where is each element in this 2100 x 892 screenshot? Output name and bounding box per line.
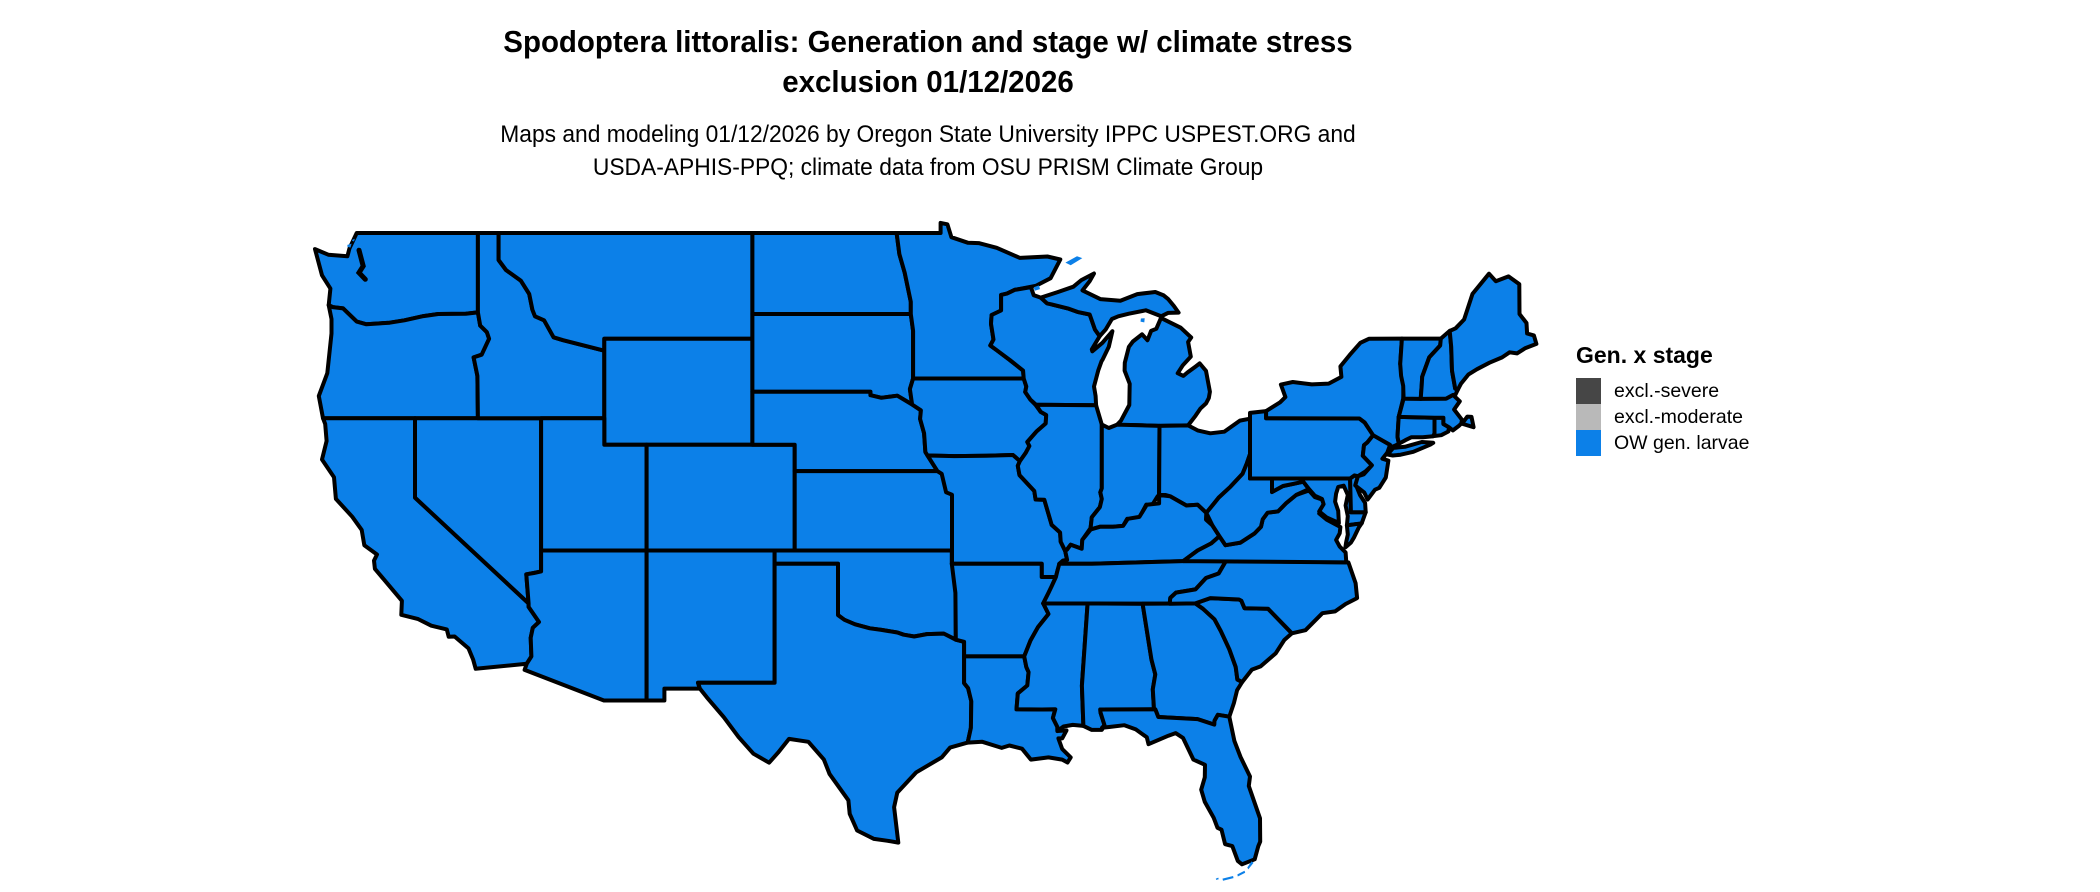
state-fl: [1098, 707, 1263, 867]
map-title-line2: exclusion 01/12/2026: [782, 64, 1074, 99]
legend: Gen. x stage excl.-severe excl.-moderate…: [1576, 342, 1749, 456]
state-ks: [792, 469, 954, 553]
state-nj: [1353, 433, 1393, 502]
legend-item-excl-moderate: excl.-moderate: [1576, 404, 1749, 430]
puget-sound-inlet: [355, 247, 368, 282]
state-pa: [1248, 409, 1376, 481]
state-or: [316, 303, 492, 421]
island-0: [1065, 256, 1083, 266]
state-co: [644, 442, 797, 553]
state-ml: [1115, 315, 1212, 428]
island-2: [1140, 318, 1145, 323]
map-subtitle-line1: Maps and modeling 01/12/2026 by Oregon S…: [500, 121, 1356, 148]
legend-swatch-excl-moderate: [1576, 404, 1601, 430]
island-3: [347, 243, 352, 248]
state-me: [1447, 271, 1539, 392]
state-wy: [602, 336, 755, 447]
island-8: [1215, 877, 1219, 880]
state-ma: [1396, 392, 1476, 433]
legend-item-excl-severe: excl.-severe: [1576, 378, 1749, 404]
state-tx: [696, 561, 974, 845]
island-5: [1247, 861, 1254, 870]
legend-label-ow-gen-larvae: OW gen. larvae: [1614, 431, 1750, 454]
map-subtitle: Maps and modeling 01/12/2026 by Oregon S…: [46, 118, 1809, 184]
state-nm: [644, 548, 777, 703]
state-ve: [1343, 521, 1364, 550]
map-subtitle-line2: USDA-APHIS-PPQ; climate data from OSU PR…: [592, 154, 1264, 181]
legend-swatch-excl-severe: [1576, 378, 1601, 404]
state-mu: [1038, 271, 1181, 339]
island-6: [1237, 870, 1246, 877]
legend-swatch-ow-gen-larvae: [1576, 430, 1601, 456]
map-title: Spodoptera littoralis: Generation and st…: [46, 22, 1809, 102]
legend-item-ow-gen-larvae: OW gen. larvae: [1576, 430, 1749, 456]
map-title-line1: Spodoptera littoralis: Generation and st…: [503, 24, 1353, 59]
island-1: [1033, 285, 1040, 291]
legend-label-excl-moderate: excl.-moderate: [1614, 405, 1743, 428]
state-az: [522, 548, 649, 703]
island-4: [352, 238, 355, 242]
state-ms: [1014, 601, 1090, 733]
state-nd: [750, 231, 913, 316]
state-li: [1385, 440, 1436, 458]
legend-title: Gen. x stage: [1576, 342, 1713, 368]
island-7: [1222, 876, 1234, 881]
state-nc: [1167, 558, 1360, 636]
legend-label-excl-severe: excl.-severe: [1614, 379, 1720, 402]
